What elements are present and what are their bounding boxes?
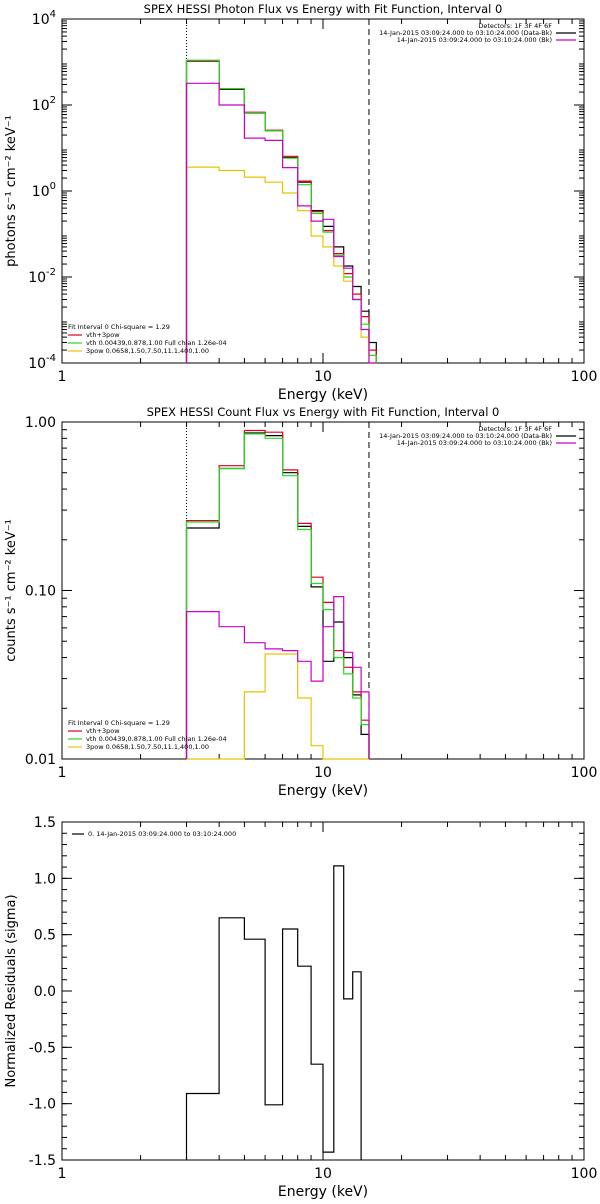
- resid-y-tick-label: 1.5: [34, 815, 56, 831]
- count-legend-detectors: Detectors: 1F 3F 4F 6F: [478, 425, 552, 433]
- resid-x-axis-label: Energy (keV): [278, 1184, 368, 1200]
- count-legend-bk: 14-Jan-2015 03:09:24.000 to 03:10:24.000…: [397, 439, 552, 447]
- photon-legend-entry-total_model: vth+3pow: [86, 331, 120, 339]
- count-legend-entry-total_model: vth+3pow: [86, 727, 120, 735]
- resid-y-tick-label: -0.5: [29, 1040, 56, 1056]
- count-x-tick-label: 100: [571, 765, 598, 781]
- photon-legend-entry-3pow: 3pow 0.0658,1.50,7.50,11.1,400,1.00: [86, 347, 209, 355]
- y-tick-exponent: 0: [50, 181, 56, 192]
- photon-series-total_model: [185, 60, 377, 363]
- resid-y-tick-label: 0.5: [34, 928, 56, 944]
- resid-y-tick-label: 0.0: [34, 984, 56, 1000]
- resid-x-tick-label: 1: [58, 1166, 67, 1182]
- count-x-tick-label: 10: [314, 765, 332, 781]
- photon-x-tick-label: 1: [58, 369, 67, 385]
- photon-series-background: [185, 82, 377, 364]
- count-series-3pow: [186, 653, 369, 760]
- count-y-tick-label: 1.00: [25, 415, 56, 431]
- photon-y-axis-label: photons s⁻¹ cm⁻² keV⁻¹: [4, 115, 19, 267]
- count-legend-entry-vth: vth 0.00439,0.878,1.00 Full chian 1.26e-…: [86, 735, 227, 743]
- count-y-tick-label: 0.01: [25, 752, 56, 768]
- photon-title: SPEX HESSI Photon Flux vs Energy with Fi…: [144, 2, 503, 16]
- y-tick-base: 10: [32, 98, 50, 114]
- y-tick-exponent: -2: [46, 267, 56, 278]
- photon-series-3pow: [185, 166, 377, 364]
- photon-x-tick-label: 100: [571, 369, 598, 385]
- photon-plot-frame: [61, 18, 585, 364]
- photon-y-tick-label: 104: [32, 9, 56, 28]
- resid-x-tick-label: 100: [571, 1166, 598, 1182]
- count-y-axis-label: counts s⁻¹ cm⁻² keV⁻¹: [4, 519, 19, 662]
- y-tick-base: 10: [28, 356, 46, 372]
- photon-legend-data-bk: 14-Jan-2015 03:09:24.000 to 03:10:24.000…: [379, 29, 552, 37]
- photon-legend-entry-vth: vth 0.00439,0.878,1.00 Full chian 1.26e-…: [86, 339, 227, 347]
- count-x-tick-label: 1: [58, 765, 67, 781]
- resid-y-tick-label: -1.5: [29, 1153, 56, 1169]
- resid-y-axis-label: Normalized Residuals (sigma): [4, 894, 19, 1087]
- photon-y-tick-label: 10-4: [28, 353, 56, 372]
- count-series-total_model: [185, 429, 370, 759]
- photon-legend-bk: 14-Jan-2015 03:09:24.000 to 03:10:24.000…: [397, 36, 552, 44]
- count-series-background: [185, 596, 370, 759]
- photon-x-axis-label: Energy (keV): [278, 387, 368, 403]
- resid-y-tick-label: 1.0: [34, 871, 56, 887]
- count-series-vth: [185, 433, 370, 759]
- count-x-axis-label: Energy (keV): [278, 783, 368, 799]
- count-legend-fit-interval: Fit Interval 0 Chi-square = 1.29: [68, 719, 170, 727]
- photon-series-observed: [185, 60, 377, 363]
- resid-legend-entry: 0. 14-Jan-2015 03:09:24.000 to 03:10:24.…: [88, 830, 236, 838]
- photon-legend-fit-interval: Fit Interval 0 Chi-square = 1.29: [68, 323, 170, 331]
- resid-x-tick-label: 10: [314, 1166, 332, 1182]
- y-tick-exponent: 4: [50, 9, 56, 20]
- photon-y-tick-label: 100: [32, 181, 56, 200]
- photon-legend-detectors: Detectors: 1F 3F 4F 6F: [478, 22, 552, 30]
- count-title: SPEX HESSI Count Flux vs Energy with Fit…: [147, 405, 500, 419]
- photon-x-tick-label: 10: [314, 369, 332, 385]
- resid-y-tick-label: -1.0: [29, 1097, 56, 1113]
- resid-series-observed: [185, 865, 362, 1160]
- photon-y-tick-label: 102: [32, 95, 56, 114]
- y-tick-base: 10: [32, 184, 50, 200]
- y-tick-exponent: -4: [46, 353, 56, 364]
- count-legend-entry-3pow: 3pow 0.0658,1.50,7.50,11.1,400,1.00: [86, 743, 209, 751]
- y-tick-exponent: 2: [50, 95, 56, 106]
- y-tick-base: 10: [28, 270, 46, 286]
- photon-series-vth: [185, 59, 377, 363]
- count-y-tick-label: 0.10: [25, 584, 56, 600]
- count-legend-data-bk: 14-Jan-2015 03:09:24.000 to 03:10:24.000…: [379, 432, 552, 440]
- y-tick-base: 10: [32, 12, 50, 28]
- photon-y-tick-label: 10-2: [28, 267, 56, 286]
